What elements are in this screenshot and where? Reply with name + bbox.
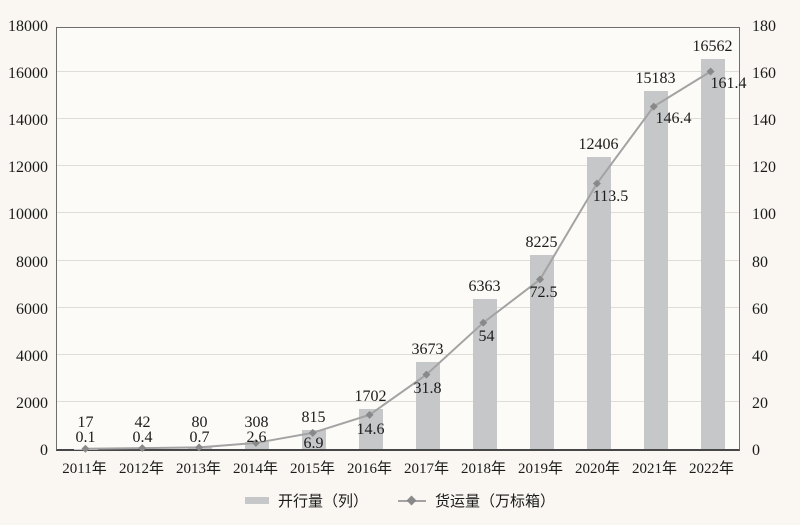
x-tick-label: 2012年 <box>118 461 165 477</box>
diamond-marker-icon <box>406 495 417 505</box>
right-tick-label: 180 <box>752 18 776 35</box>
line-marker <box>649 102 658 111</box>
gridline <box>57 212 739 214</box>
bar <box>529 255 554 449</box>
left-tick-label: 6000 <box>16 300 48 318</box>
legend-line-label: 货运量（万标箱） <box>435 493 556 510</box>
left-tick-label: 16000 <box>8 65 48 83</box>
bar-value-label: 42 <box>134 414 151 431</box>
left-tick-label: 10000 <box>8 206 48 224</box>
x-tick-label: 2021年 <box>631 461 678 477</box>
bar <box>643 91 668 449</box>
bar-series-swatch-icon <box>244 496 269 504</box>
left-tick-label: 4000 <box>16 347 48 365</box>
left-tick-label: 18000 <box>8 18 48 35</box>
bar-value-label: 6363 <box>468 278 501 296</box>
bar-value-label: 17 <box>77 414 94 431</box>
x-tick-label: 2018年 <box>460 461 507 477</box>
left-tick-label: 0 <box>40 442 48 459</box>
right-tick-label: 80 <box>752 253 768 271</box>
x-tick-label: 2019年 <box>517 461 564 477</box>
line-value-label: 0.4 <box>132 429 153 446</box>
x-tick-label: 2013年 <box>175 461 222 477</box>
line-value-label: 31.8 <box>413 380 442 398</box>
right-tick-label: 20 <box>752 394 768 412</box>
line-value-label: 146.4 <box>655 110 692 128</box>
plot-area: 17 0.1 42 0.4 80 0.7 308 2.6 815 6.9 1702 14.6 3673 3… <box>56 27 747 453</box>
line-value-label: 0.7 <box>189 429 210 446</box>
x-tick-label: 2022年 <box>688 461 735 477</box>
line-series-swatch-icon <box>398 495 426 505</box>
trend-line-layer <box>81 67 715 453</box>
line-value-label: 14.6 <box>356 420 385 438</box>
right-tick-label: 120 <box>752 159 776 177</box>
left-tick-label: 2000 <box>16 394 48 412</box>
line-value-label: 0.1 <box>75 429 96 446</box>
bar <box>586 156 611 449</box>
x-tick-label: 2020年 <box>574 461 621 477</box>
bar-value-label: 3673 <box>411 341 444 359</box>
right-tick-label: 160 <box>752 65 776 83</box>
line-value-label: 6.9 <box>303 435 324 452</box>
line-marker <box>81 444 90 453</box>
line-value-label: 54 <box>478 327 495 345</box>
x-tick-label: 2014年 <box>232 461 279 477</box>
gridline <box>57 400 739 402</box>
gridline <box>57 353 739 355</box>
right-tick-label: 100 <box>752 206 776 224</box>
bar-value-label: 15183 <box>635 70 676 88</box>
bar-value-label: 1702 <box>354 387 387 405</box>
left-tick-label: 12000 <box>8 159 48 177</box>
bar-value-label: 8225 <box>525 234 558 252</box>
x-tick-label: 2011年 <box>62 461 107 477</box>
line-value-label: 72.5 <box>529 284 558 302</box>
gridline <box>57 306 739 308</box>
legend-item-line-series: 货运量（万标箱） <box>398 490 555 511</box>
gridline <box>57 165 739 167</box>
x-tick-label: 2016年 <box>346 461 393 477</box>
line-marker <box>138 444 147 453</box>
bar-value-label: 12406 <box>578 135 619 153</box>
gridline <box>57 71 739 73</box>
x-tick-label: 2015年 <box>289 461 336 477</box>
trend-line <box>85 70 712 450</box>
bar-value-label: 308 <box>244 414 269 431</box>
x-tick-label: 2017年 <box>403 461 450 477</box>
line-marker <box>195 443 204 452</box>
line-marker <box>592 179 601 188</box>
line-value-label: 161.4 <box>710 74 747 92</box>
line-value-label: 2.6 <box>246 429 267 446</box>
bar-value-label: 80 <box>191 414 208 431</box>
bar-value-label: 815 <box>301 408 326 426</box>
legend-bar-label: 开行量（列） <box>277 493 368 510</box>
left-tick-label: 14000 <box>8 112 48 130</box>
line-value-label: 113.5 <box>592 187 629 205</box>
right-tick-label: 60 <box>752 300 768 318</box>
bar <box>700 58 725 449</box>
legend: 开行量（列） 货运量（万标箱） <box>0 490 800 510</box>
gridline <box>57 259 739 261</box>
legend-item-bar-series: 开行量（列） <box>244 490 368 511</box>
right-tick-label: 0 <box>752 442 760 459</box>
line-marker <box>479 318 488 327</box>
right-tick-label: 40 <box>752 347 768 365</box>
left-tick-label: 8000 <box>16 253 48 271</box>
bar-value-label: 16562 <box>692 37 733 55</box>
line-marker <box>365 410 374 419</box>
right-tick-label: 140 <box>752 112 776 130</box>
gridline <box>57 118 739 120</box>
